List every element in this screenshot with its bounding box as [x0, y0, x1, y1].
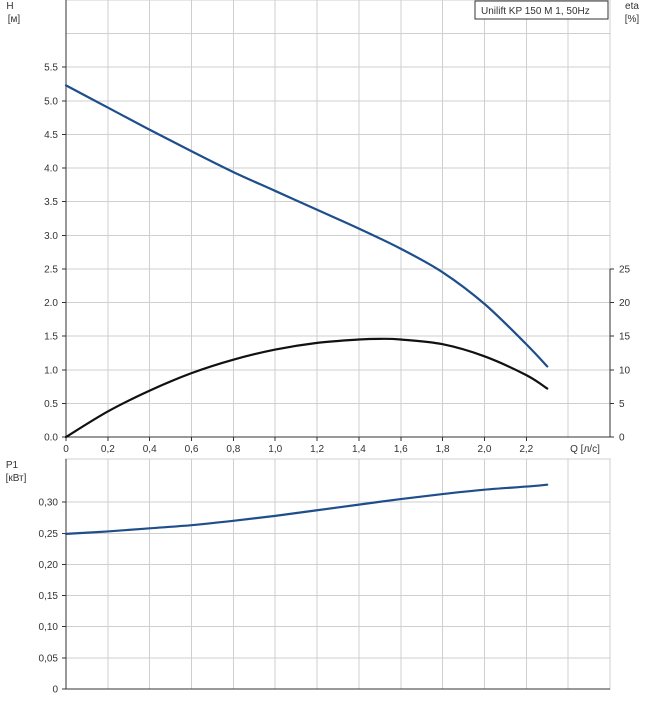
power-axis-unit: [кВт] — [6, 473, 27, 484]
power-tick-label: 0,25 — [39, 529, 59, 540]
flow-tick-label: 0,2 — [101, 444, 115, 455]
flow-tick-label: 1,4 — [352, 444, 366, 455]
power-tick-label: 0 — [52, 685, 58, 696]
flow-tick-label: 0 — [63, 444, 69, 455]
eta-tick-label: 20 — [619, 298, 631, 309]
power-curve — [64, 483, 549, 536]
eta-tick-label: 25 — [619, 264, 631, 275]
head-tick-label: 2.5 — [44, 264, 58, 275]
power-tick-label: 0,20 — [39, 560, 59, 571]
head-axis-label: H — [6, 1, 13, 12]
flow-axis-label: Q [л/с] — [570, 444, 600, 455]
legend-label: Unilift KP 150 M 1, 50Hz — [481, 6, 590, 17]
power-axis-label: P1 — [6, 460, 19, 471]
head-tick-label: 2.0 — [44, 298, 58, 309]
flow-tick-label: 2,2 — [519, 444, 533, 455]
flow-tick-label: 1,6 — [394, 444, 408, 455]
head-tick-label: 4.5 — [44, 130, 58, 141]
flow-tick-label: 0,6 — [185, 444, 199, 455]
head-tick-label: 0.5 — [44, 399, 58, 410]
head-tick-label: 5.0 — [44, 96, 58, 107]
eta-axis-unit: [%] — [625, 14, 640, 25]
head-axis-unit: [м] — [8, 14, 21, 25]
chart-axes — [62, 0, 614, 690]
top-panel-grid — [65, 0, 611, 438]
head-tick-label: 4.0 — [44, 164, 58, 175]
head-tick-label: 5.5 — [44, 63, 58, 74]
legend-box — [474, 0, 609, 20]
flow-tick-label: 1,8 — [436, 444, 450, 455]
efficiency-curve — [64, 337, 549, 439]
chart-series — [64, 84, 549, 536]
eta-tick-label: 0 — [619, 433, 625, 444]
flow-tick-label: 1,0 — [268, 444, 282, 455]
head-tick-label: 3.5 — [44, 197, 58, 208]
flow-tick-label: 2,0 — [478, 444, 492, 455]
eta-tick-label: 10 — [619, 365, 631, 376]
eta-tick-label: 5 — [619, 399, 625, 410]
power-tick-label: 0,05 — [39, 653, 59, 664]
head-tick-label: 1.5 — [44, 332, 58, 343]
flow-tick-label: 0,8 — [226, 444, 240, 455]
flow-tick-label: 0,4 — [143, 444, 157, 455]
power-tick-label: 0,15 — [39, 591, 59, 602]
bottom-panel-frame — [65, 458, 611, 690]
eta-tick-label: 15 — [619, 332, 631, 343]
power-tick-label: 0,30 — [39, 498, 59, 509]
power-tick-label: 0,10 — [39, 622, 59, 633]
head-tick-label: 1.0 — [44, 365, 58, 376]
chart-tick-labels: 0.0 0.5 1.0 1.5 2.0 2.5 3.0 3.5 4.0 4.5 5.0 5.5 0 5 10… — [39, 63, 631, 696]
bottom-panel-grid — [65, 458, 611, 690]
head-tick-label: 3.0 — [44, 231, 58, 242]
flow-tick-label: 1,2 — [310, 444, 324, 455]
eta-axis-label: eta — [625, 1, 639, 12]
head-curve — [64, 84, 549, 368]
head-tick-label: 0.0 — [44, 433, 58, 444]
